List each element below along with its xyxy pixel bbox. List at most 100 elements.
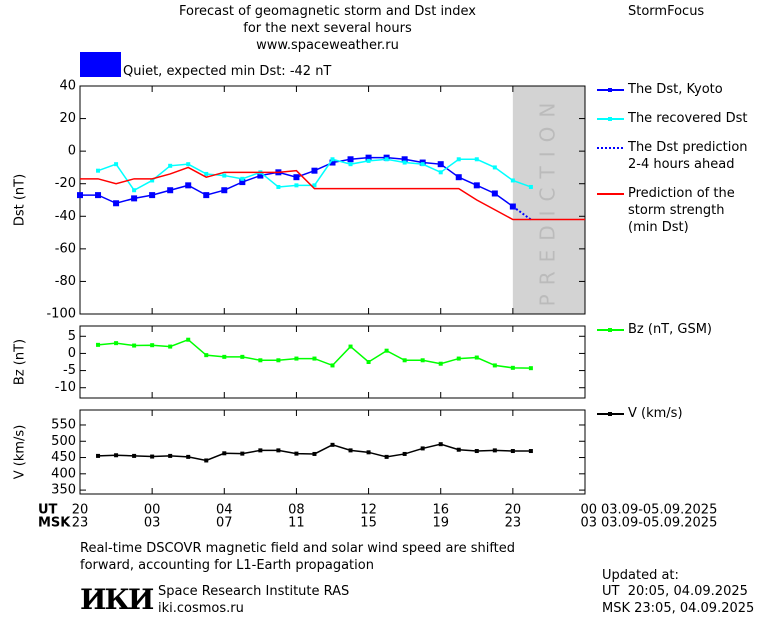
marker — [528, 184, 533, 189]
marker — [203, 192, 210, 199]
y-tick-label: 0 — [68, 144, 76, 159]
marker — [186, 162, 191, 167]
prediction-label: PREDICTION — [535, 94, 559, 307]
marker — [186, 454, 191, 459]
legend-marker — [608, 412, 612, 416]
y-tick-label: -10 — [55, 380, 76, 395]
plot-frame — [79, 85, 586, 315]
y-tick-label: 450 — [51, 450, 76, 465]
site: iki.cosmos.ru — [158, 601, 244, 616]
marker — [312, 356, 317, 361]
marker — [312, 451, 317, 456]
x-tick-label: 15 — [360, 516, 377, 531]
institute: Space Research Institute RAS — [158, 584, 350, 599]
marker — [347, 156, 354, 163]
x-tick-label: 20 — [505, 503, 522, 518]
legend-label: The Dst prediction 2-4 hours ahead — [628, 140, 748, 172]
marker — [114, 341, 119, 346]
plot-frame — [79, 409, 586, 495]
marker — [330, 157, 335, 162]
title: Forecast of geomagnetic storm and Dst in… — [178, 4, 477, 19]
plot-frame — [79, 325, 586, 399]
x-row-label: MSK — [38, 516, 71, 531]
url: www.spaceweather.ru — [256, 38, 399, 53]
marker — [438, 170, 443, 175]
marker — [384, 348, 389, 353]
marker — [276, 358, 281, 363]
y-tick-label: 500 — [51, 434, 76, 449]
marker — [132, 188, 137, 193]
marker — [185, 182, 192, 189]
marker — [258, 358, 263, 363]
marker — [276, 184, 281, 189]
marker — [186, 337, 191, 342]
marker — [456, 356, 461, 361]
series-line — [80, 156, 514, 208]
y-tick-label: -20 — [55, 176, 76, 191]
marker — [420, 358, 425, 363]
marker — [167, 187, 174, 194]
marker — [437, 161, 444, 168]
marker — [294, 183, 299, 188]
y-tick-label: -80 — [55, 274, 76, 289]
x-tick-label: 16 — [432, 503, 449, 518]
marker — [114, 162, 119, 167]
marker — [366, 360, 371, 364]
marker — [402, 451, 407, 456]
series-line — [80, 166, 585, 221]
marker — [222, 173, 227, 178]
marker — [510, 178, 515, 183]
marker — [240, 354, 245, 359]
marker — [149, 192, 156, 199]
marker — [348, 344, 353, 349]
marker — [150, 343, 155, 348]
marker — [456, 157, 461, 162]
marker — [384, 454, 389, 459]
marker — [420, 162, 425, 167]
y-axis-label: V (km/s) — [13, 425, 28, 480]
y-tick-label: 350 — [51, 483, 76, 498]
marker — [510, 365, 515, 370]
marker — [294, 356, 299, 361]
updated-label: Updated at: — [602, 568, 679, 583]
x-tick-label: 08 — [288, 503, 305, 518]
marker — [95, 192, 102, 199]
marker — [240, 176, 245, 181]
y-tick-label: 20 — [59, 111, 76, 126]
marker — [528, 449, 533, 454]
x-tick-label: 03 — [144, 516, 161, 531]
marker — [365, 154, 372, 161]
x-tick-label: 23 — [72, 516, 89, 531]
marker — [330, 442, 335, 447]
marker — [257, 172, 264, 179]
marker — [96, 168, 101, 173]
marker — [455, 174, 462, 181]
updated-ut: UT 20:05, 04.09.2025 — [602, 584, 748, 599]
y-tick-label: -100 — [46, 307, 76, 322]
marker — [491, 190, 498, 197]
legend-label: Bz (nT, GSM) — [628, 322, 713, 337]
marker — [132, 453, 137, 458]
updated-msk: MSK 23:05, 04.09.2025 — [602, 601, 755, 616]
x-tick-label: 04 — [216, 503, 233, 518]
x-tick-label: 20 — [72, 503, 89, 518]
marker — [348, 162, 353, 167]
marker — [221, 187, 228, 194]
y-tick-label: 0 — [68, 346, 76, 361]
legend-marker — [608, 117, 612, 121]
marker — [113, 200, 120, 207]
x-tick-label: 07 — [216, 516, 233, 531]
marker — [168, 163, 173, 168]
footer-note: Real-time DSCOVR magnetic field and sola… — [80, 541, 516, 573]
marker — [293, 174, 300, 181]
marker — [114, 453, 119, 458]
x-tick-label: 19 — [432, 516, 449, 531]
marker — [96, 342, 101, 347]
marker — [222, 354, 227, 359]
legend-marker — [608, 88, 612, 92]
marker — [240, 451, 245, 456]
marker — [456, 447, 461, 452]
marker — [510, 449, 515, 454]
marker — [473, 182, 480, 189]
